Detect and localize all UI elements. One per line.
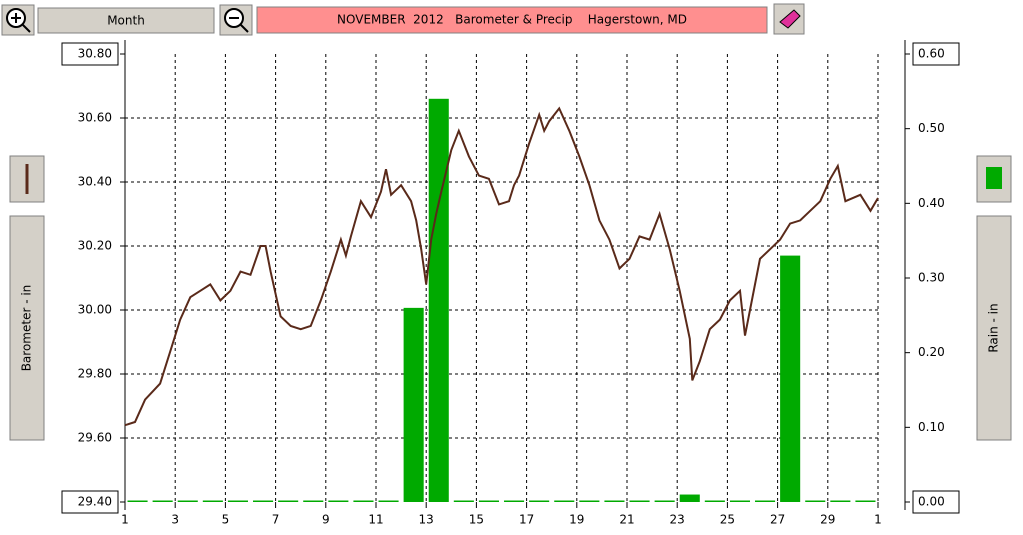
y2-tick-label: 0.00 (918, 495, 945, 509)
x-tick-label: 25 (720, 513, 735, 527)
bar (177, 500, 198, 502)
bar (253, 500, 274, 502)
bar (278, 500, 299, 502)
bar (403, 307, 424, 502)
y-tick-label: 29.40 (78, 495, 112, 509)
bar (378, 500, 399, 502)
bar (579, 500, 600, 502)
bar (529, 500, 550, 502)
bar (227, 500, 248, 502)
y-tick-label: 29.60 (78, 431, 112, 445)
tick-box (912, 42, 960, 66)
bar (629, 500, 650, 502)
bar (428, 98, 449, 503)
x-tick-label: 21 (619, 513, 634, 527)
bar (127, 500, 148, 502)
y-tick-label: 30.80 (78, 47, 112, 61)
bar (679, 494, 700, 502)
y-tick-label: 30.20 (78, 239, 112, 253)
legend-swatch (986, 167, 1002, 189)
y2-tick-label: 0.60 (918, 47, 945, 61)
y-tick-label: 30.40 (78, 175, 112, 189)
bar (805, 500, 826, 502)
period-label: Month (107, 14, 145, 28)
line (124, 106, 879, 427)
title-banner (256, 6, 768, 34)
x-tick-label: 23 (670, 513, 685, 527)
bar (303, 500, 324, 502)
y2-tick-label: 0.40 (918, 196, 945, 210)
y2-tick-label: 0.20 (918, 345, 945, 359)
zoom-out-glyph (229, 17, 249, 33)
ylabel-button[interactable] (9, 215, 45, 441)
x-tick-label: 9 (322, 513, 330, 527)
y-tick-label: 30.00 (78, 303, 112, 317)
x-tick-label: 27 (770, 513, 785, 527)
x-tick-label: 3 (171, 513, 179, 527)
bar (152, 500, 173, 502)
bar (654, 500, 675, 502)
x-tick-label: 29 (820, 513, 835, 527)
x-tick-label: 11 (368, 513, 383, 527)
settings-icon (779, 9, 801, 29)
x-tick-label: 1 (121, 513, 129, 527)
y2-tick-label: 0.10 (918, 420, 945, 434)
bar (855, 500, 876, 502)
bar (328, 500, 349, 502)
period-button[interactable] (37, 7, 215, 34)
x-tick-label: 19 (569, 513, 584, 527)
tick-box (61, 42, 119, 66)
y-axis-label: Barometer - in (20, 285, 34, 372)
y2-tick-label: 0.30 (918, 271, 945, 285)
y2-axis-label: Rain - in (987, 303, 1001, 352)
tick-box (912, 490, 960, 514)
x-tick-label: 17 (519, 513, 534, 527)
x-tick-label: 5 (222, 513, 230, 527)
bar (478, 500, 499, 502)
bar (755, 500, 776, 502)
bar (554, 500, 575, 502)
bar (780, 255, 801, 502)
tick-box (61, 490, 119, 514)
bar (704, 500, 725, 502)
x-tick-label: 15 (469, 513, 484, 527)
bar (504, 500, 525, 502)
zoom-in-glyph (11, 13, 31, 33)
y-tick-label: 29.80 (78, 367, 112, 381)
bar (830, 500, 851, 502)
bar (453, 500, 474, 502)
y2-tick-label: 0.50 (918, 121, 945, 135)
chart-title: NOVEMBER 2012 Barometer & Precip Hagerst… (337, 13, 687, 27)
bar (729, 500, 750, 502)
y2label-button[interactable] (976, 215, 1012, 441)
bar (202, 500, 223, 502)
x-tick-label: 13 (419, 513, 434, 527)
bar (353, 500, 374, 502)
y-tick-label: 30.60 (78, 111, 112, 125)
x-tick-label: 7 (272, 513, 280, 527)
bar (604, 500, 625, 502)
x-tick-label: 1 (874, 513, 882, 527)
